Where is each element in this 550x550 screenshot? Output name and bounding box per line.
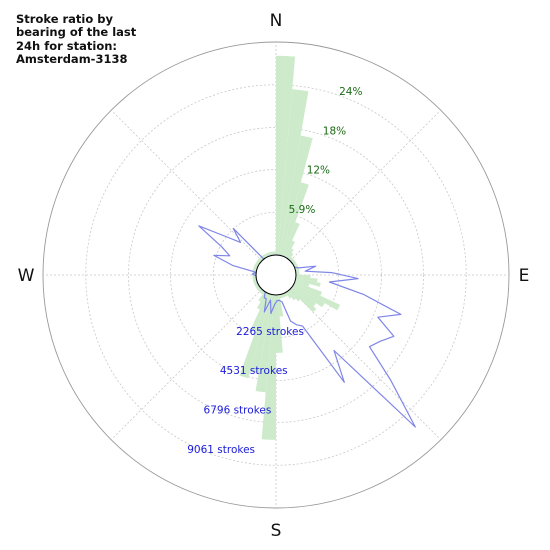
ratio-bar <box>253 280 258 284</box>
ratio-bar <box>287 252 294 260</box>
ratio-bar <box>284 292 288 297</box>
ratio-bar <box>282 293 286 298</box>
ratio-bar <box>286 248 294 259</box>
count-line <box>198 225 416 428</box>
ratio-tick-label: 5.9% <box>289 204 316 216</box>
ratio-bar <box>294 281 323 296</box>
ratio-bar <box>294 280 310 287</box>
ratio-bar <box>295 270 300 274</box>
ratio-bar <box>269 251 273 256</box>
ratio-tick-labels: 5.9% 12% 18% 24% <box>289 86 363 216</box>
ratio-bar <box>279 135 313 256</box>
grid-spoke <box>289 109 442 262</box>
ratio-bar <box>292 285 325 308</box>
center-hole <box>255 254 297 296</box>
grid-spoke <box>110 109 263 262</box>
ratio-bar <box>239 293 271 379</box>
ratio-bar <box>295 276 318 283</box>
count-tick-label: 6796 strokes <box>204 405 272 417</box>
ratio-bar <box>252 276 257 280</box>
count-tick-label: 4531 strokes <box>220 365 288 377</box>
ratio-bar <box>258 291 266 302</box>
ratio-bar <box>254 283 259 287</box>
ratio-bar <box>264 253 268 258</box>
ratio-bar <box>282 222 300 257</box>
ratio-bar <box>288 289 301 302</box>
count-tick-labels: 2265 strokes 4531 strokes 6796 strokes 9061… <box>187 326 304 456</box>
ratio-bar <box>276 55 296 256</box>
ratio-tick-label: 24% <box>339 86 362 98</box>
direction-label-n: N <box>270 11 283 31</box>
ratio-bar <box>295 278 321 287</box>
ratio-bar <box>293 263 298 267</box>
ratio-bar <box>250 294 273 374</box>
center-circle <box>255 254 297 296</box>
ratio-bar <box>250 293 270 332</box>
ratio-bar <box>284 240 296 258</box>
ratio-bar <box>267 252 271 257</box>
ratio-bar <box>254 263 259 267</box>
ratio-bar <box>261 294 276 440</box>
ratio-bar <box>291 286 317 307</box>
grid-ring <box>212 211 340 339</box>
ratio-bar <box>276 294 283 353</box>
ratio-tick-label: 18% <box>323 126 346 138</box>
ratio-bar <box>252 278 257 282</box>
ratio-bar <box>293 283 341 311</box>
direction-labels: N E S W <box>18 11 530 541</box>
ratio-bar <box>281 182 309 257</box>
ratio-bar <box>295 268 300 272</box>
ratio-bars <box>239 55 341 440</box>
ratio-bar <box>256 259 261 264</box>
ratio-bar <box>295 272 300 275</box>
count-tick-label: 9061 strokes <box>187 444 255 456</box>
ratio-bar <box>253 266 258 270</box>
ratio-bar <box>255 261 260 265</box>
ratio-tick-label: 12% <box>307 165 330 177</box>
ratio-bar <box>290 287 317 313</box>
grid-spoke <box>110 288 263 441</box>
direction-label-w: W <box>18 266 35 286</box>
grid-ring <box>128 127 424 423</box>
ratio-bar <box>287 290 296 301</box>
stroke-count-line <box>198 225 416 428</box>
ratio-bar <box>277 89 309 256</box>
ratio-bar <box>253 265 258 269</box>
direction-label-e: E <box>519 266 530 286</box>
ratio-bar <box>252 268 257 272</box>
chart-title: Stroke ratio by bearing of the last 24h … <box>16 12 137 67</box>
ratio-bar <box>273 251 276 256</box>
count-tick-label: 2265 strokes <box>236 326 304 338</box>
grid-spoke <box>289 288 442 441</box>
ratio-bar <box>295 275 311 279</box>
ratio-bar <box>286 291 292 299</box>
direction-label-s: S <box>271 521 282 541</box>
ratio-bar <box>281 293 285 298</box>
ratio-bar <box>271 251 275 256</box>
ratio-bar <box>279 294 283 299</box>
ratio-bar <box>255 294 275 393</box>
